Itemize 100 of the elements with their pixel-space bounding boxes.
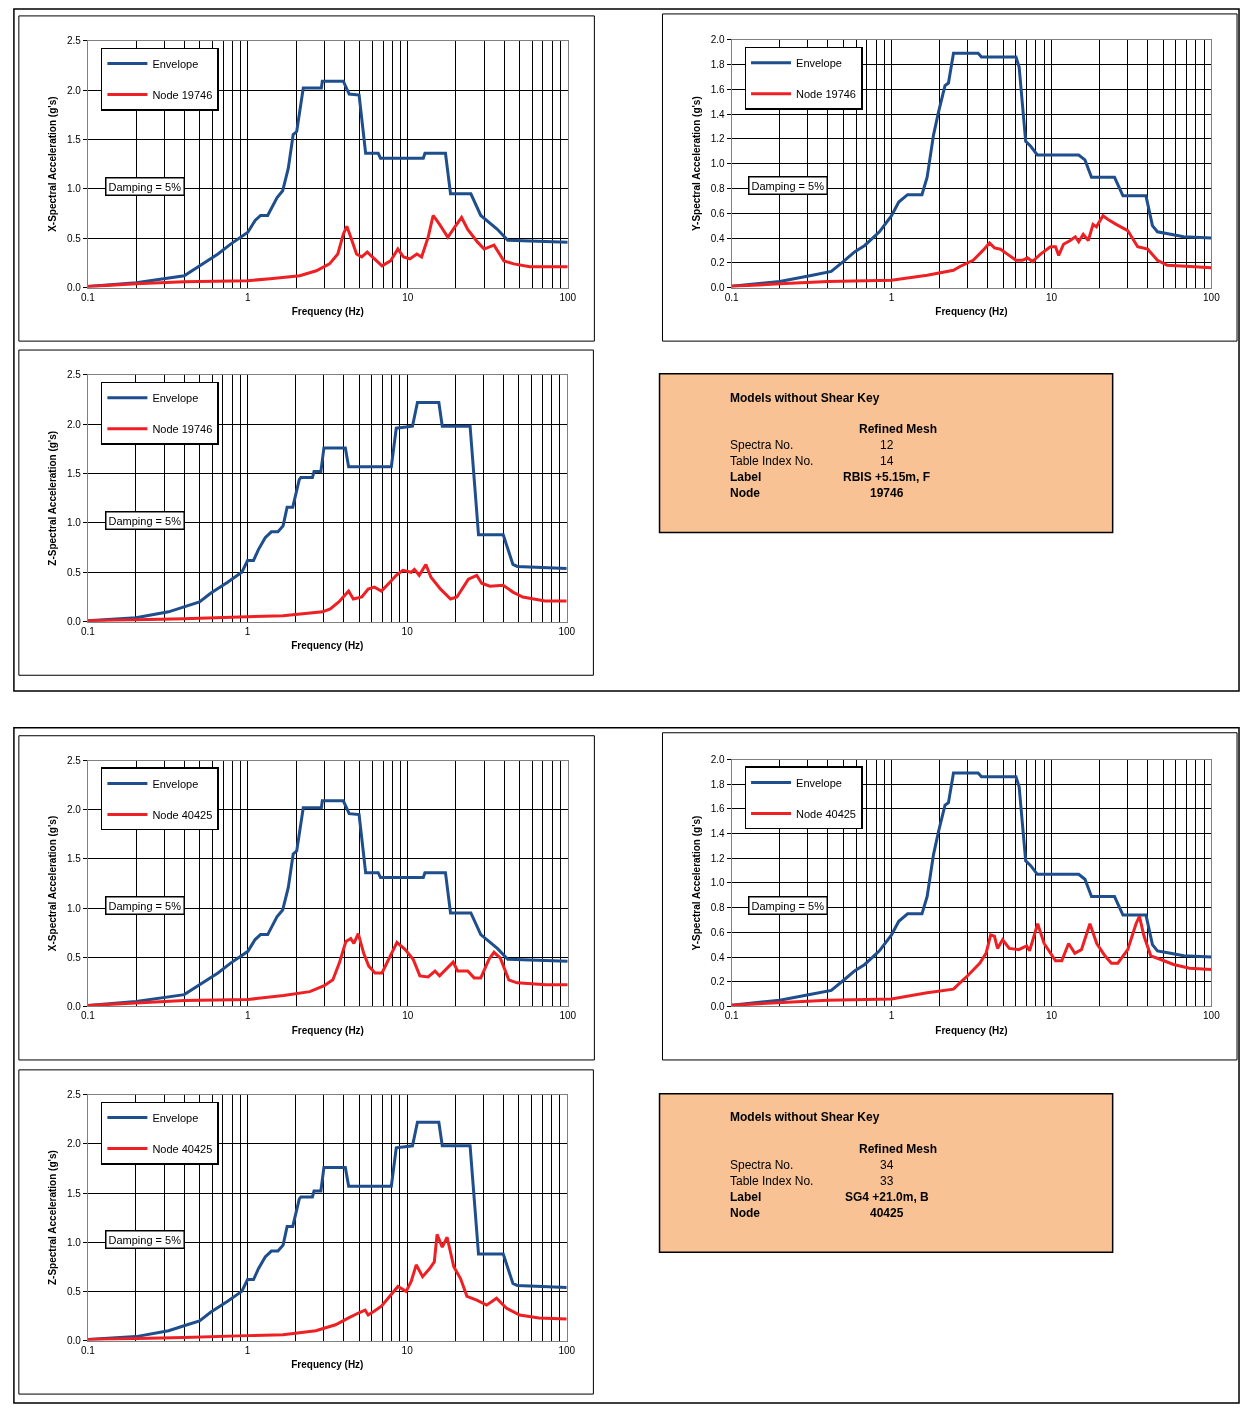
x-tick-label: 0.1 [81,625,96,637]
x-axis-title: Frequency (Hz) [291,1359,364,1371]
y-tick-label: 0.0 [710,282,726,294]
annotation: Damping = 5% [108,1233,182,1246]
y-tick-label: 2.5 [67,35,82,47]
y-tick-label: 0.5 [67,566,82,578]
text: Spectra No. [730,1158,794,1172]
y-tick-label: 1.8 [710,59,726,70]
x-axis-title: Frequency (Hz) [935,1024,1008,1036]
y-axis-title: X-Spectral Acceleration (g's) [47,815,59,952]
y-tick-label: 0.4 [710,951,726,963]
y-tick-label: 1.8 [710,778,726,790]
y-axis-title: Y-Spectral Acceleration (g's) [690,96,702,232]
y-tick-label: 0.0 [710,1000,726,1012]
legend-label: Envelope [152,777,199,790]
text: 34 [880,1158,894,1172]
text: Node [730,1206,761,1220]
annotation: Damping = 5% [108,899,182,912]
x-tick-label: 0.1 [724,291,739,303]
x-axis-title: Frequency (Hz) [291,640,364,652]
y-tick-label: 0.4 [710,232,726,244]
y-axis-title: Y-Spectral Acceleration (g's) [690,815,702,951]
y-tick-label: 0.6 [710,207,726,219]
y-tick-label: 0.2 [710,257,726,269]
y-tick-label: 2.0 [67,804,82,816]
x-tick-label: 1 [888,1010,895,1022]
text: SG4 +21.0m, B [845,1190,930,1204]
text: Models without Shear Key [730,1110,880,1124]
y-tick-label: 0.0 [67,1335,82,1347]
text: Spectra No. [730,438,794,452]
x-tick-label: 100 [1203,291,1221,303]
x-tick-label: 10 [401,1344,414,1356]
y-tick-label: 1.4 [710,828,726,840]
y-tick-label: 0.0 [67,616,82,628]
text: Models without Shear Key [730,391,880,405]
y-tick-label: 0.8 [710,902,726,914]
x-tick-label: 0.1 [724,1010,739,1022]
legend-label: Node 40425 [152,1142,213,1155]
x-axis-title: Frequency (Hz) [935,306,1008,318]
legend-label: Envelope [796,56,842,69]
y-tick-label: 1.6 [710,83,726,95]
y-tick-label: 0.6 [710,926,726,938]
x-tick-label: 10 [402,291,414,303]
annotation: Damping = 5% [108,180,182,193]
x-tick-label: 100 [558,625,576,637]
x-axis-title: Frequency (Hz) [291,1024,364,1036]
y-tick-label: 1.0 [67,1236,82,1248]
x-tick-label: 0.1 [81,1010,96,1022]
x-tick-label: 10 [402,1010,414,1022]
y-tick-label: 0.5 [67,232,82,244]
legend-label: Node 40425 [796,807,856,820]
text: Refined Mesh [859,1142,938,1156]
y-tick-label: 1.4 [710,108,726,120]
x-tick-label: 10 [1045,291,1058,303]
legend-label: Node 19746 [152,88,213,101]
annotation: Damping = 5% [751,179,825,192]
legend-label: Node 40425 [152,808,213,821]
x-tick-label: 1 [245,291,252,303]
y-tick-label: 1.0 [710,877,726,889]
y-tick-label: 2.0 [710,34,726,46]
y-tick-label: 2.5 [67,755,82,767]
y-axis-title: Z-Spectral Acceleration (g's) [47,1150,59,1286]
y-tick-label: 1.5 [67,468,82,480]
y-tick-label: 1.0 [67,517,82,529]
y-tick-label: 1.5 [67,133,82,145]
text: Node [730,486,761,500]
x-tick-label: 0.1 [81,291,96,303]
y-tick-label: 1.5 [67,853,82,865]
legend-label: Envelope [152,57,199,70]
y-tick-label: 1.0 [67,902,82,914]
x-tick-label: 100 [559,291,577,303]
text: 40425 [870,1206,904,1220]
text: 33 [880,1174,894,1188]
y-tick-label: 0.0 [67,1000,82,1012]
y-axis-title: Z-Spectral Acceleration (g's) [47,430,59,566]
text: 19746 [870,486,904,500]
y-tick-label: 1.0 [710,158,726,170]
text: 12 [880,438,894,452]
text: 14 [880,454,894,468]
y-tick-label: 2.0 [67,84,82,96]
x-tick-label: 1 [244,625,251,637]
y-tick-label: 0.0 [67,282,82,294]
annotation: Damping = 5% [751,899,825,912]
x-axis-title: Frequency (Hz) [291,306,364,318]
y-tick-label: 0.5 [67,951,82,963]
y-tick-label: 1.5 [67,1187,82,1199]
text: Table Index No. [730,1174,814,1188]
y-tick-label: 1.2 [710,852,726,864]
y-tick-label: 1.2 [710,133,726,145]
legend-label: Node 19746 [796,87,856,100]
x-tick-label: 0.1 [81,1344,96,1356]
text: Label [730,470,762,484]
y-axis-title: X-Spectral Acceleration (g's) [47,96,59,232]
x-tick-label: 100 [558,1344,576,1356]
y-tick-label: 0.8 [710,182,726,194]
y-tick-label: 0.5 [67,1285,82,1297]
x-tick-label: 1 [244,1344,251,1356]
y-tick-label: 2.0 [67,418,82,430]
x-tick-label: 1 [888,291,895,303]
legend-label: Envelope [152,1111,199,1124]
